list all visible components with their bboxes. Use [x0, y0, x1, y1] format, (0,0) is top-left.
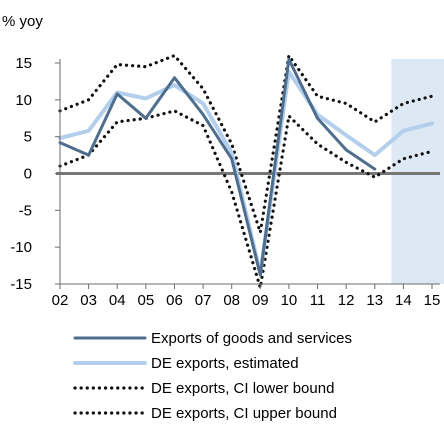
y-tick-label: 10 [15, 92, 32, 109]
series-line-3 [58, 109, 434, 290]
legend-label-3: DE exports, CI lower bound [151, 380, 334, 397]
x-tick-label: 04 [109, 292, 126, 309]
x-tick-label: 06 [166, 292, 183, 309]
legend-label-1: Exports of goods and services [151, 330, 352, 347]
x-tick-label: 05 [138, 292, 155, 309]
legend: Exports of goods and services DE exports,… [73, 330, 352, 422]
x-tick-label: 13 [366, 292, 383, 309]
y-tick-label: -15 [10, 276, 32, 293]
y-tick-label: -5 [19, 202, 32, 219]
y-tick-label: 0 [24, 166, 32, 183]
legend-label-2: DE exports, estimated [151, 355, 299, 372]
legend-label-4: DE exports, CI upper bound [151, 405, 337, 422]
forecast-shading-layer [391, 59, 444, 284]
x-tick-label: 14 [395, 292, 412, 309]
x-tick-label: 12 [338, 292, 355, 309]
y-tick-label: 15 [15, 55, 32, 72]
series-line-1 [58, 57, 377, 277]
forecast-shaded-region [391, 59, 444, 284]
series-line-4 [58, 53, 434, 234]
x-tick-label: 03 [80, 292, 97, 309]
y-axis-label: % yoy [2, 13, 43, 30]
x-tick-label: 09 [252, 292, 269, 309]
x-tick-label: 10 [281, 292, 298, 309]
axis-layer: 15 10 5 0 -5 -10 -15 02 03 04 05 06 07 08 09 10 11 12 13 14… [10, 55, 440, 309]
x-tick-label: 02 [52, 292, 69, 309]
series-layer [58, 53, 434, 290]
x-tick-label: 11 [310, 292, 326, 309]
x-tick-label: 07 [195, 292, 212, 309]
x-tick-label: 15 [424, 292, 441, 309]
y-tick-label: 5 [24, 129, 32, 146]
y-tick-label: -10 [10, 239, 32, 256]
x-tick-label: 08 [223, 292, 240, 309]
